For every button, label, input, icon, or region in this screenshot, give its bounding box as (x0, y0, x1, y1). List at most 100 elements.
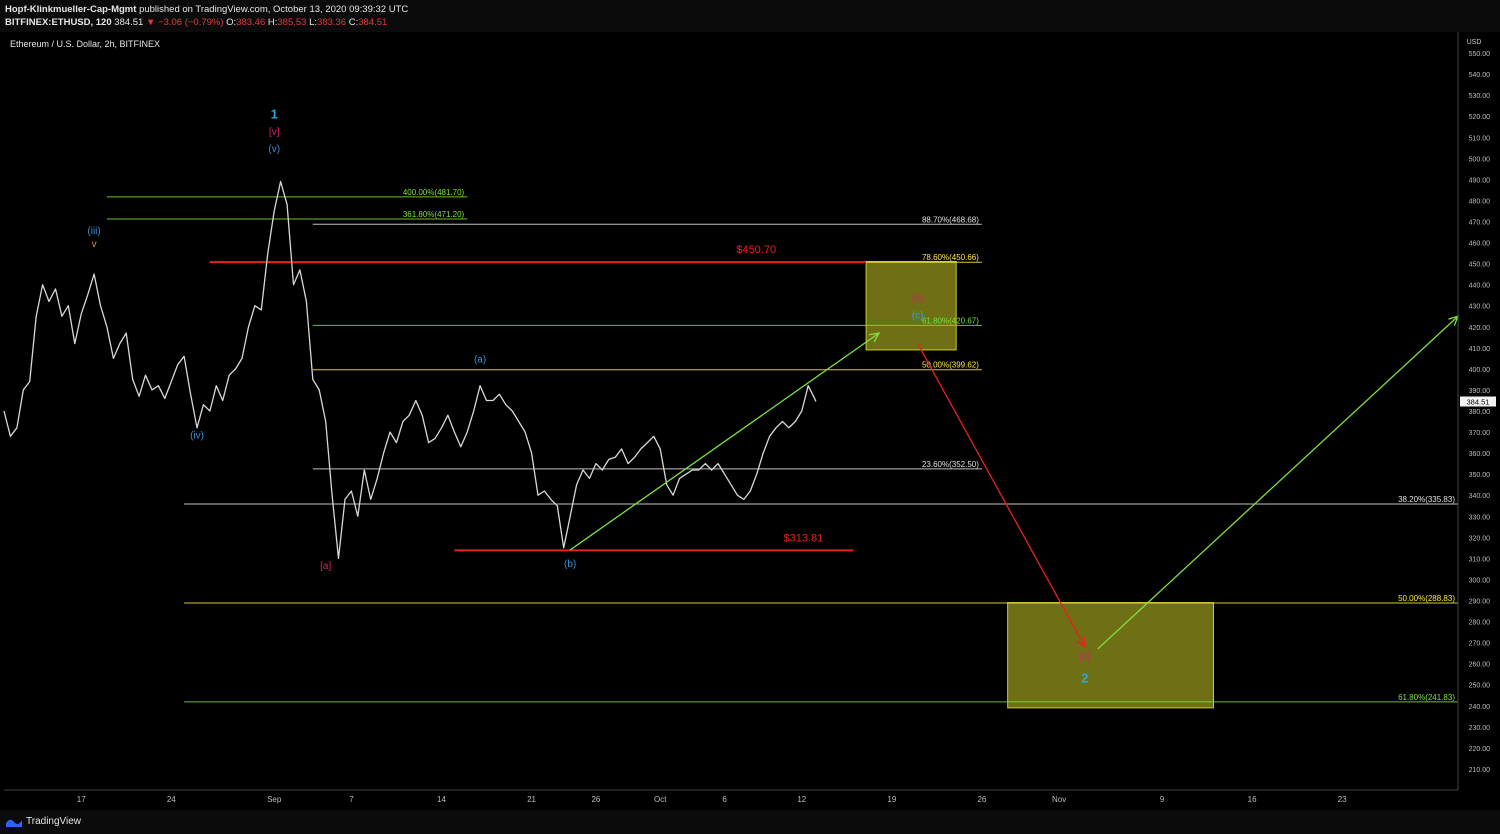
wave-label: v (92, 239, 97, 250)
price-tick-label: 350.00 (1469, 472, 1491, 479)
wave-label: 2 (1081, 671, 1088, 686)
publish-header: Hopf-Klinkmueller-Cap-Mgmt published on … (0, 0, 1500, 32)
price-tick-label: 210.00 (1469, 767, 1491, 774)
time-tick-label: 16 (1248, 795, 1257, 804)
price-series (3, 180, 817, 560)
fib-level-label: 23.60%(352.50) (922, 460, 979, 469)
projection-arrow (1097, 315, 1459, 650)
header-line-1: Hopf-Klinkmueller-Cap-Mgmt published on … (5, 4, 408, 15)
symbol-name[interactable]: BITFINEX:ETHUSD, 120 (5, 17, 112, 28)
low-label: L: (309, 17, 318, 28)
price-tick-label: 280.00 (1469, 620, 1491, 627)
current-price-badge (1460, 396, 1496, 407)
publish-info: published on TradingView.com, October 13… (139, 4, 409, 15)
price-tick-label: 380.00 (1469, 409, 1491, 416)
open-value: 383.46 (236, 17, 266, 28)
fib-level-label: 61.80%(420.67) (922, 316, 979, 325)
price-tick-label: 250.00 (1469, 683, 1491, 690)
projection-arrow (917, 343, 1086, 648)
low-value: 383.36 (317, 17, 347, 28)
price-tick-label: 370.00 (1469, 430, 1491, 437)
price-tick-label: 230.00 (1469, 725, 1491, 732)
price-tick-label: 500.00 (1469, 156, 1491, 163)
price-tick-label: 320.00 (1469, 535, 1491, 542)
price-tick-label: 490.00 (1469, 177, 1491, 184)
projection-arrows (569, 315, 1460, 650)
price-tick-label: 390.00 (1469, 388, 1491, 395)
time-tick-label: 7 (349, 795, 354, 804)
wave-label: (iii) (87, 226, 100, 237)
price-tick-label: 450.00 (1469, 262, 1491, 269)
last-price: 384.51 (114, 17, 144, 28)
fib-level-label: 50.00%(288.83) (1398, 594, 1455, 603)
time-tick-label: 6 (722, 795, 727, 804)
projection-arrow (569, 332, 880, 551)
time-tick-label: 14 (437, 795, 446, 804)
target-zone (865, 261, 957, 351)
publisher-name[interactable]: Hopf-Klinkmueller-Cap-Mgmt (5, 4, 137, 15)
target-zone (1007, 602, 1215, 709)
fib-level-label: 50.00%(399.62) (922, 361, 979, 370)
price-tick-label: 220.00 (1469, 746, 1491, 753)
time-tick-label: Nov (1052, 795, 1066, 804)
brand-label: TradingView (26, 816, 82, 827)
time-tick-label: 12 (797, 795, 806, 804)
fib-levels: 400.00%(481.70) 361.80%(471.20) 88.70%(468… (106, 188, 1458, 703)
header-line-2: BITFINEX:ETHUSD, 120 384.51 ▼ −3.06 (−0.… (5, 17, 387, 28)
time-tick-label: Oct (654, 795, 667, 804)
arrow-head (868, 332, 881, 343)
price-tick-label: 510.00 (1469, 135, 1491, 142)
wave-label: [a] (320, 561, 331, 572)
fib-level-label: 78.60%(450.66) (922, 253, 979, 262)
price-tick-label: 330.00 (1469, 514, 1491, 521)
time-tick-label: 24 (167, 795, 176, 804)
price-tick-label: 270.00 (1469, 641, 1491, 648)
time-tick-label: 19 (887, 795, 896, 804)
price-tick-label: 260.00 (1469, 662, 1491, 669)
price-tick-label: 300.00 (1469, 577, 1491, 584)
tradingview-brand[interactable]: TradingView (6, 816, 81, 827)
fib-level-label: 400.00%(481.70) (403, 188, 465, 197)
tradingview-logo-icon (6, 819, 22, 827)
price-tick-label: 420.00 (1469, 325, 1491, 332)
target-zones (865, 261, 1215, 709)
wave-label: (a) (474, 355, 486, 366)
footer: TradingView (0, 810, 1500, 834)
time-tick-label: 21 (527, 795, 536, 804)
wave-label: (v) (268, 144, 280, 155)
fib-level-label: 88.70%(468.68) (922, 215, 979, 224)
price-tick-label: 430.00 (1469, 304, 1491, 311)
wave-label: [b] (912, 294, 923, 305)
time-tick-label: Sep (267, 795, 282, 804)
wave-label: (b) (564, 559, 576, 570)
time-tick-label: 17 (77, 795, 86, 804)
open-label: O: (226, 17, 237, 28)
price-tick-label: 530.00 (1469, 93, 1491, 100)
price-tick-label: 540.00 (1469, 72, 1491, 79)
price-tick-label: 360.00 (1469, 451, 1491, 458)
price-tick-label: 400.00 (1469, 367, 1491, 374)
wave-label: [v] (269, 127, 280, 138)
price-line (3, 180, 817, 560)
price-axis[interactable]: USD 210.00 220.00 230.00 240.00 250.00 260.00 2… (1457, 32, 1496, 790)
currency-label: USD (1467, 39, 1482, 46)
time-tick-label: 26 (591, 795, 600, 804)
price-tick-label: 480.00 (1469, 198, 1491, 205)
fib-level-label: 38.20%(335.83) (1398, 495, 1455, 504)
chart-title: Ethereum / U.S. Dollar, 2h, BITFINEX (10, 39, 160, 49)
price-change: ▼ −3.06 (−0.79%) (145, 17, 224, 28)
time-tick-label: 23 (1338, 795, 1347, 804)
arrow-head (1076, 636, 1086, 649)
price-tick-label: 240.00 (1469, 704, 1491, 711)
close-label: C: (348, 17, 359, 28)
time-axis[interactable]: 17 24 Sep 7 14 21 26 Oct 6 12 19 26 Nov 9 16 23 (4, 789, 1458, 804)
price-tick-label: 520.00 (1469, 114, 1491, 121)
wave-label: (iv) (190, 430, 204, 441)
price-tick-label: 440.00 (1469, 283, 1491, 290)
key-level-label: $313.81 (783, 532, 823, 544)
price-tick-label: 550.00 (1469, 51, 1491, 58)
time-tick-label: 26 (977, 795, 986, 804)
fib-level-label: 61.80%(241.83) (1398, 693, 1455, 702)
